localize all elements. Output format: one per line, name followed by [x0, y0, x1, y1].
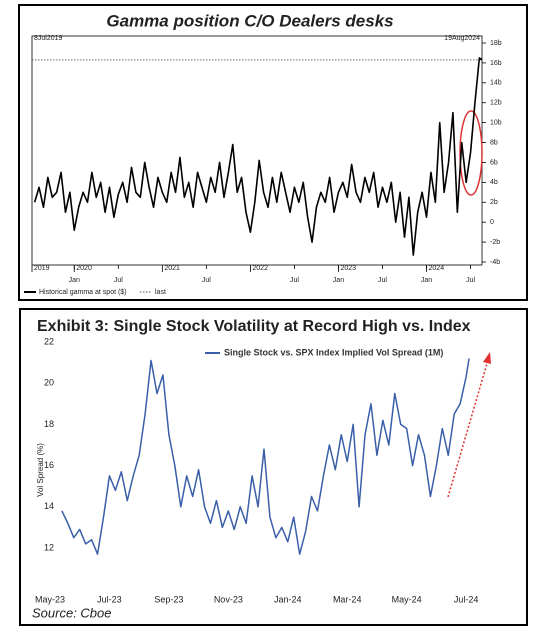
end-label: 19Aug2024: [444, 35, 480, 42]
y-tick-label: 16: [44, 460, 54, 470]
y-tick-label: 8b: [490, 139, 498, 146]
y-tick-label: 18b: [490, 40, 502, 47]
x-tick-label: Jul: [202, 277, 211, 284]
x-tick-label: Jul: [114, 277, 123, 284]
year-tick-label: 2021: [164, 265, 180, 272]
y-tick-label: -4b: [490, 259, 500, 266]
year-tick-label: 2024: [429, 265, 445, 272]
y-tick-label: 0: [490, 219, 494, 226]
y-tick-label: 14b: [490, 80, 502, 87]
y-tick-label: 4b: [490, 179, 498, 186]
panel-frame: [19, 308, 528, 626]
y-tick-label: 12b: [490, 100, 502, 107]
x-tick-label: Nov-23: [214, 594, 243, 604]
legend-label: Historical gamma at spot ($): [39, 289, 127, 296]
y-tick-label: 2b: [490, 199, 498, 206]
y-tick-label: -2b: [490, 239, 500, 246]
y-tick-label: 16b: [490, 60, 502, 67]
y-tick-label: 10b: [490, 119, 502, 126]
data-line: [33, 57, 483, 256]
plot-frame: [31, 35, 483, 266]
x-tick-label: May-23: [35, 594, 65, 604]
trend-arrow-head: [483, 352, 491, 364]
x-tick-label: Jan: [69, 277, 80, 284]
y-tick-label: 14: [44, 501, 54, 511]
chart-title: Gamma position C/O Dealers desks: [106, 11, 393, 30]
x-tick-label: Jul: [466, 277, 475, 284]
x-tick-label: Jan-24: [274, 594, 302, 604]
y-tick-label: 18: [44, 419, 54, 429]
x-tick-label: Sep-23: [154, 594, 183, 604]
y-tick-label: 12: [44, 542, 54, 552]
trend-arrow: [447, 359, 489, 498]
x-tick-label: Jul-24: [454, 594, 479, 604]
y-tick-label: 22: [44, 336, 54, 346]
x-tick-label: May-24: [392, 594, 422, 604]
year-tick-label: 2022: [252, 265, 268, 272]
x-tick-label: Jul-23: [97, 594, 122, 604]
y-axis-label: Vol Spread (%): [36, 443, 45, 497]
year-tick-label: 2020: [76, 265, 92, 272]
source-note: Source: Cboe: [32, 605, 112, 620]
y-tick-label: 20: [44, 378, 54, 388]
chart-title: Exhibit 3: Single Stock Volatility at Re…: [37, 318, 471, 335]
x-tick-label: Jan: [333, 277, 344, 284]
data-line: [61, 358, 470, 555]
x-tick-label: Jan: [421, 277, 432, 284]
x-tick-label: Mar-24: [333, 594, 362, 604]
legend-label: Single Stock vs. SPX Index Implied Vol S…: [224, 347, 443, 357]
panel-frame: [18, 4, 528, 301]
x-tick-label: Jul: [290, 277, 299, 284]
year-tick-label: 2023: [340, 265, 356, 272]
x-tick-label: Jul: [378, 277, 387, 284]
y-tick-label: 6b: [490, 159, 498, 166]
start-label: 8Jul2019: [34, 35, 63, 42]
year-tick-label: 2019: [34, 265, 50, 272]
legend-label: last: [155, 289, 166, 296]
highlight-ellipse: [459, 110, 483, 196]
